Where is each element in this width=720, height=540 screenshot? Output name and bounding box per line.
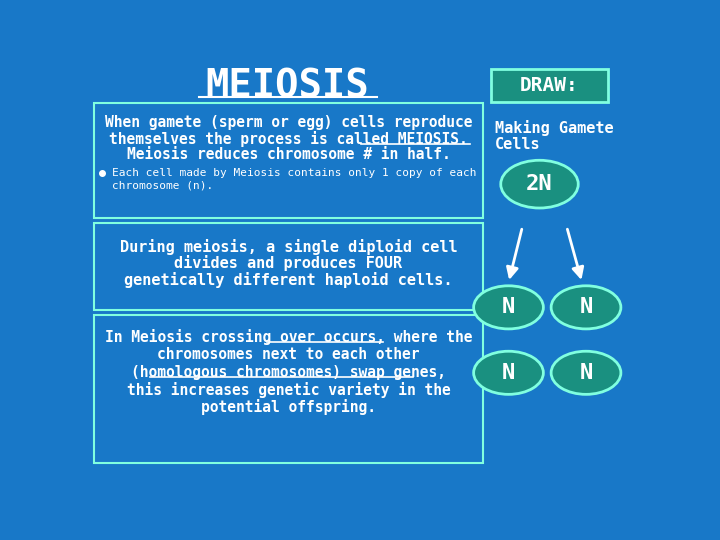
Ellipse shape — [551, 351, 621, 394]
Text: potential offspring.: potential offspring. — [201, 400, 376, 415]
Ellipse shape — [551, 286, 621, 329]
Text: Each cell made by Meiosis contains only 1 copy of each: Each cell made by Meiosis contains only … — [112, 167, 476, 178]
FancyBboxPatch shape — [94, 224, 483, 309]
Text: When gamete (sperm or egg) cells reproduce: When gamete (sperm or egg) cells reprodu… — [104, 115, 472, 130]
FancyBboxPatch shape — [490, 70, 608, 102]
Text: During meiosis, a single diploid cell: During meiosis, a single diploid cell — [120, 239, 457, 255]
Ellipse shape — [474, 351, 544, 394]
Text: Cells: Cells — [495, 137, 540, 152]
Ellipse shape — [500, 160, 578, 208]
Text: MEIOSIS: MEIOSIS — [206, 68, 369, 105]
Text: N: N — [502, 298, 516, 318]
Text: (homologous chromosomes) swap genes,: (homologous chromosomes) swap genes, — [131, 364, 446, 380]
Text: divides and produces FOUR: divides and produces FOUR — [174, 255, 402, 272]
Text: Making Gamete: Making Gamete — [495, 120, 613, 136]
Text: this increases genetic variety in the: this increases genetic variety in the — [127, 382, 450, 398]
Text: 2N: 2N — [526, 174, 553, 194]
Ellipse shape — [474, 286, 544, 329]
Text: themselves the process is called MEIOSIS.: themselves the process is called MEIOSIS… — [109, 131, 468, 147]
Text: In Meiosis crossing over occurs, where the: In Meiosis crossing over occurs, where t… — [104, 329, 472, 345]
Text: Meiosis reduces chromosome # in half.: Meiosis reduces chromosome # in half. — [127, 147, 450, 163]
Text: N: N — [580, 298, 593, 318]
Text: chromosome (n).: chromosome (n). — [112, 181, 213, 191]
Text: genetically different haploid cells.: genetically different haploid cells. — [124, 272, 453, 288]
Text: DRAW:: DRAW: — [521, 76, 579, 95]
Text: N: N — [580, 363, 593, 383]
FancyBboxPatch shape — [94, 103, 483, 218]
FancyBboxPatch shape — [94, 315, 483, 463]
Text: chromosomes next to each other: chromosomes next to each other — [157, 347, 420, 362]
Text: N: N — [502, 363, 516, 383]
